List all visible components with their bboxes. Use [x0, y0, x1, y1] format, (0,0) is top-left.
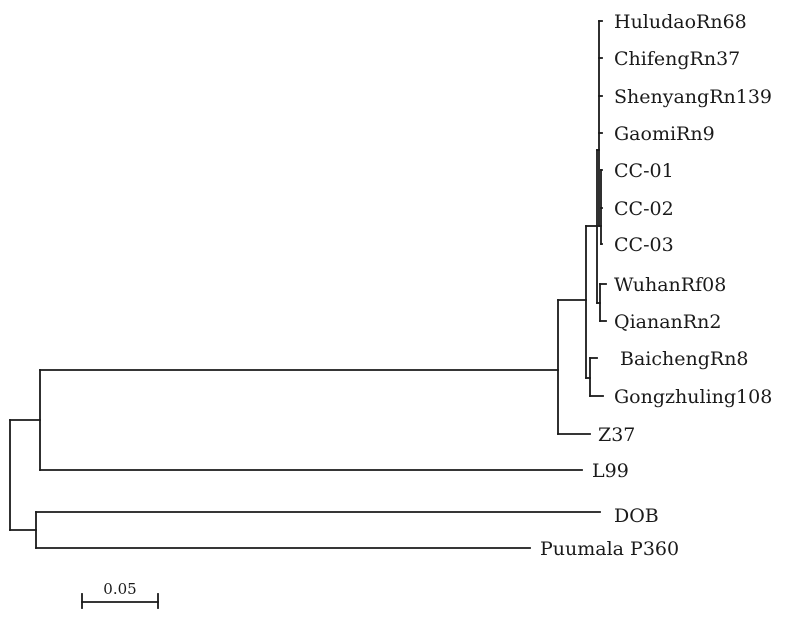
tree-branches	[9, 20, 607, 549]
leaf-label-gaomi: GaomiRn9	[614, 123, 715, 145]
leaf-label-cc01: CC-01	[614, 160, 674, 182]
leaf-label-cc03: CC-03	[614, 234, 674, 256]
leaf-label-shenyang: ShenyangRn139	[614, 86, 772, 108]
leaf-label-cc02: CC-02	[614, 198, 674, 220]
leaf-label-z37: Z37	[598, 424, 635, 446]
leaf-label-gongzhuling: Gongzhuling108	[614, 386, 772, 408]
scale-bar: 0.05	[81, 580, 159, 609]
leaf-label-puumala: Puumala P360	[540, 538, 679, 560]
leaf-label-chifeng: ChifengRn37	[614, 48, 740, 70]
leaf-label-baicheng: BaichengRn8	[620, 348, 749, 370]
leaf-label-huludao: HuludaoRn68	[614, 11, 747, 33]
scale-bar-label: 0.05	[103, 580, 136, 598]
leaf-label-wuhan: WuhanRf08	[614, 274, 726, 296]
leaf-label-qianan: QiananRn2	[614, 311, 721, 333]
leaf-label-l99: L99	[592, 460, 629, 482]
leaf-label-dob: DOB	[614, 505, 659, 527]
leaf-labels: HuludaoRn68 ChifengRn37 ShenyangRn139 Gaomi…	[540, 11, 772, 560]
